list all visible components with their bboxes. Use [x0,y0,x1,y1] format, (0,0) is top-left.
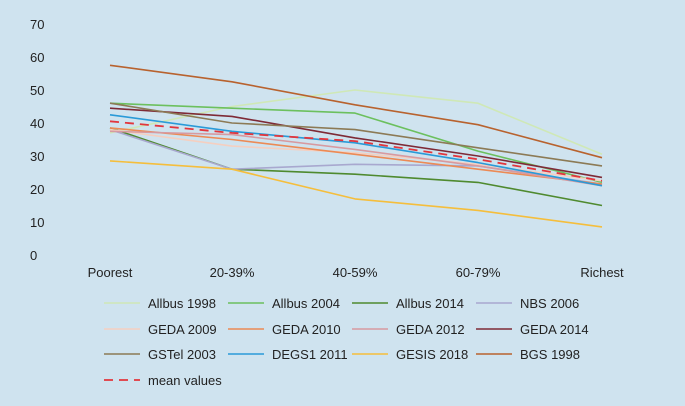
legend-label-mean-values: mean values [148,373,222,388]
legend-label-allbus-2004: Allbus 2004 [272,296,340,311]
legend-label-bgs-1998: BGS 1998 [520,347,580,362]
legend-label-geda-2014: GEDA 2014 [520,322,589,337]
series-line-geda-2010 [109,127,603,185]
y-tick-label-0: 0 [30,248,37,263]
y-axis: 0 10 20 30 40 50 60 70 [30,17,44,263]
y-tick-label-10: 10 [30,215,44,230]
x-tick-label-20-39: 20-39% [210,265,255,280]
series-line-geda-2012 [109,130,603,187]
legend-label-geda-2010: GEDA 2010 [272,322,341,337]
y-tick-label-20: 20 [30,182,44,197]
legend-label-gesis-2018: GESIS 2018 [396,347,468,362]
legend: Allbus 1998 Allbus 2004 Allbus 2014 NBS 200… [104,296,589,388]
series-lines [109,64,603,228]
y-tick-label-40: 40 [30,116,44,131]
x-tick-label-40-59: 40-59% [333,265,378,280]
legend-label-geda-2009: GEDA 2009 [148,322,217,337]
series-line-mean-values [109,120,603,182]
series-line-allbus-1998 [109,89,603,156]
y-tick-label-30: 30 [30,149,44,164]
y-tick-label-70: 70 [30,17,44,32]
x-tick-label-poorest: Poorest [88,265,133,280]
series-line-gstel-2003 [109,102,603,167]
series-line-degs1-2011 [109,114,603,187]
x-tick-label-60-79: 60-79% [456,265,501,280]
x-axis: Poorest 20-39% 40-59% 60-79% Richest [88,265,624,280]
legend-label-geda-2012: GEDA 2012 [396,322,465,337]
legend-label-gstel-2003: GSTel 2003 [148,347,216,362]
legend-label-degs1-2011: DEGS1 2011 [272,347,348,362]
series-line-geda-2014 [109,107,603,179]
x-tick-label-richest: Richest [580,265,624,280]
legend-label-allbus-2014: Allbus 2014 [396,296,464,311]
y-tick-label-60: 60 [30,50,44,65]
series-line-gesis-2018 [109,160,603,228]
legend-label-allbus-1998: Allbus 1998 [148,296,216,311]
legend-label-nbs-2006: NBS 2006 [520,296,579,311]
series-line-bgs-1998 [109,64,603,159]
series-line-allbus-2004 [109,102,603,184]
y-tick-label-50: 50 [30,83,44,98]
